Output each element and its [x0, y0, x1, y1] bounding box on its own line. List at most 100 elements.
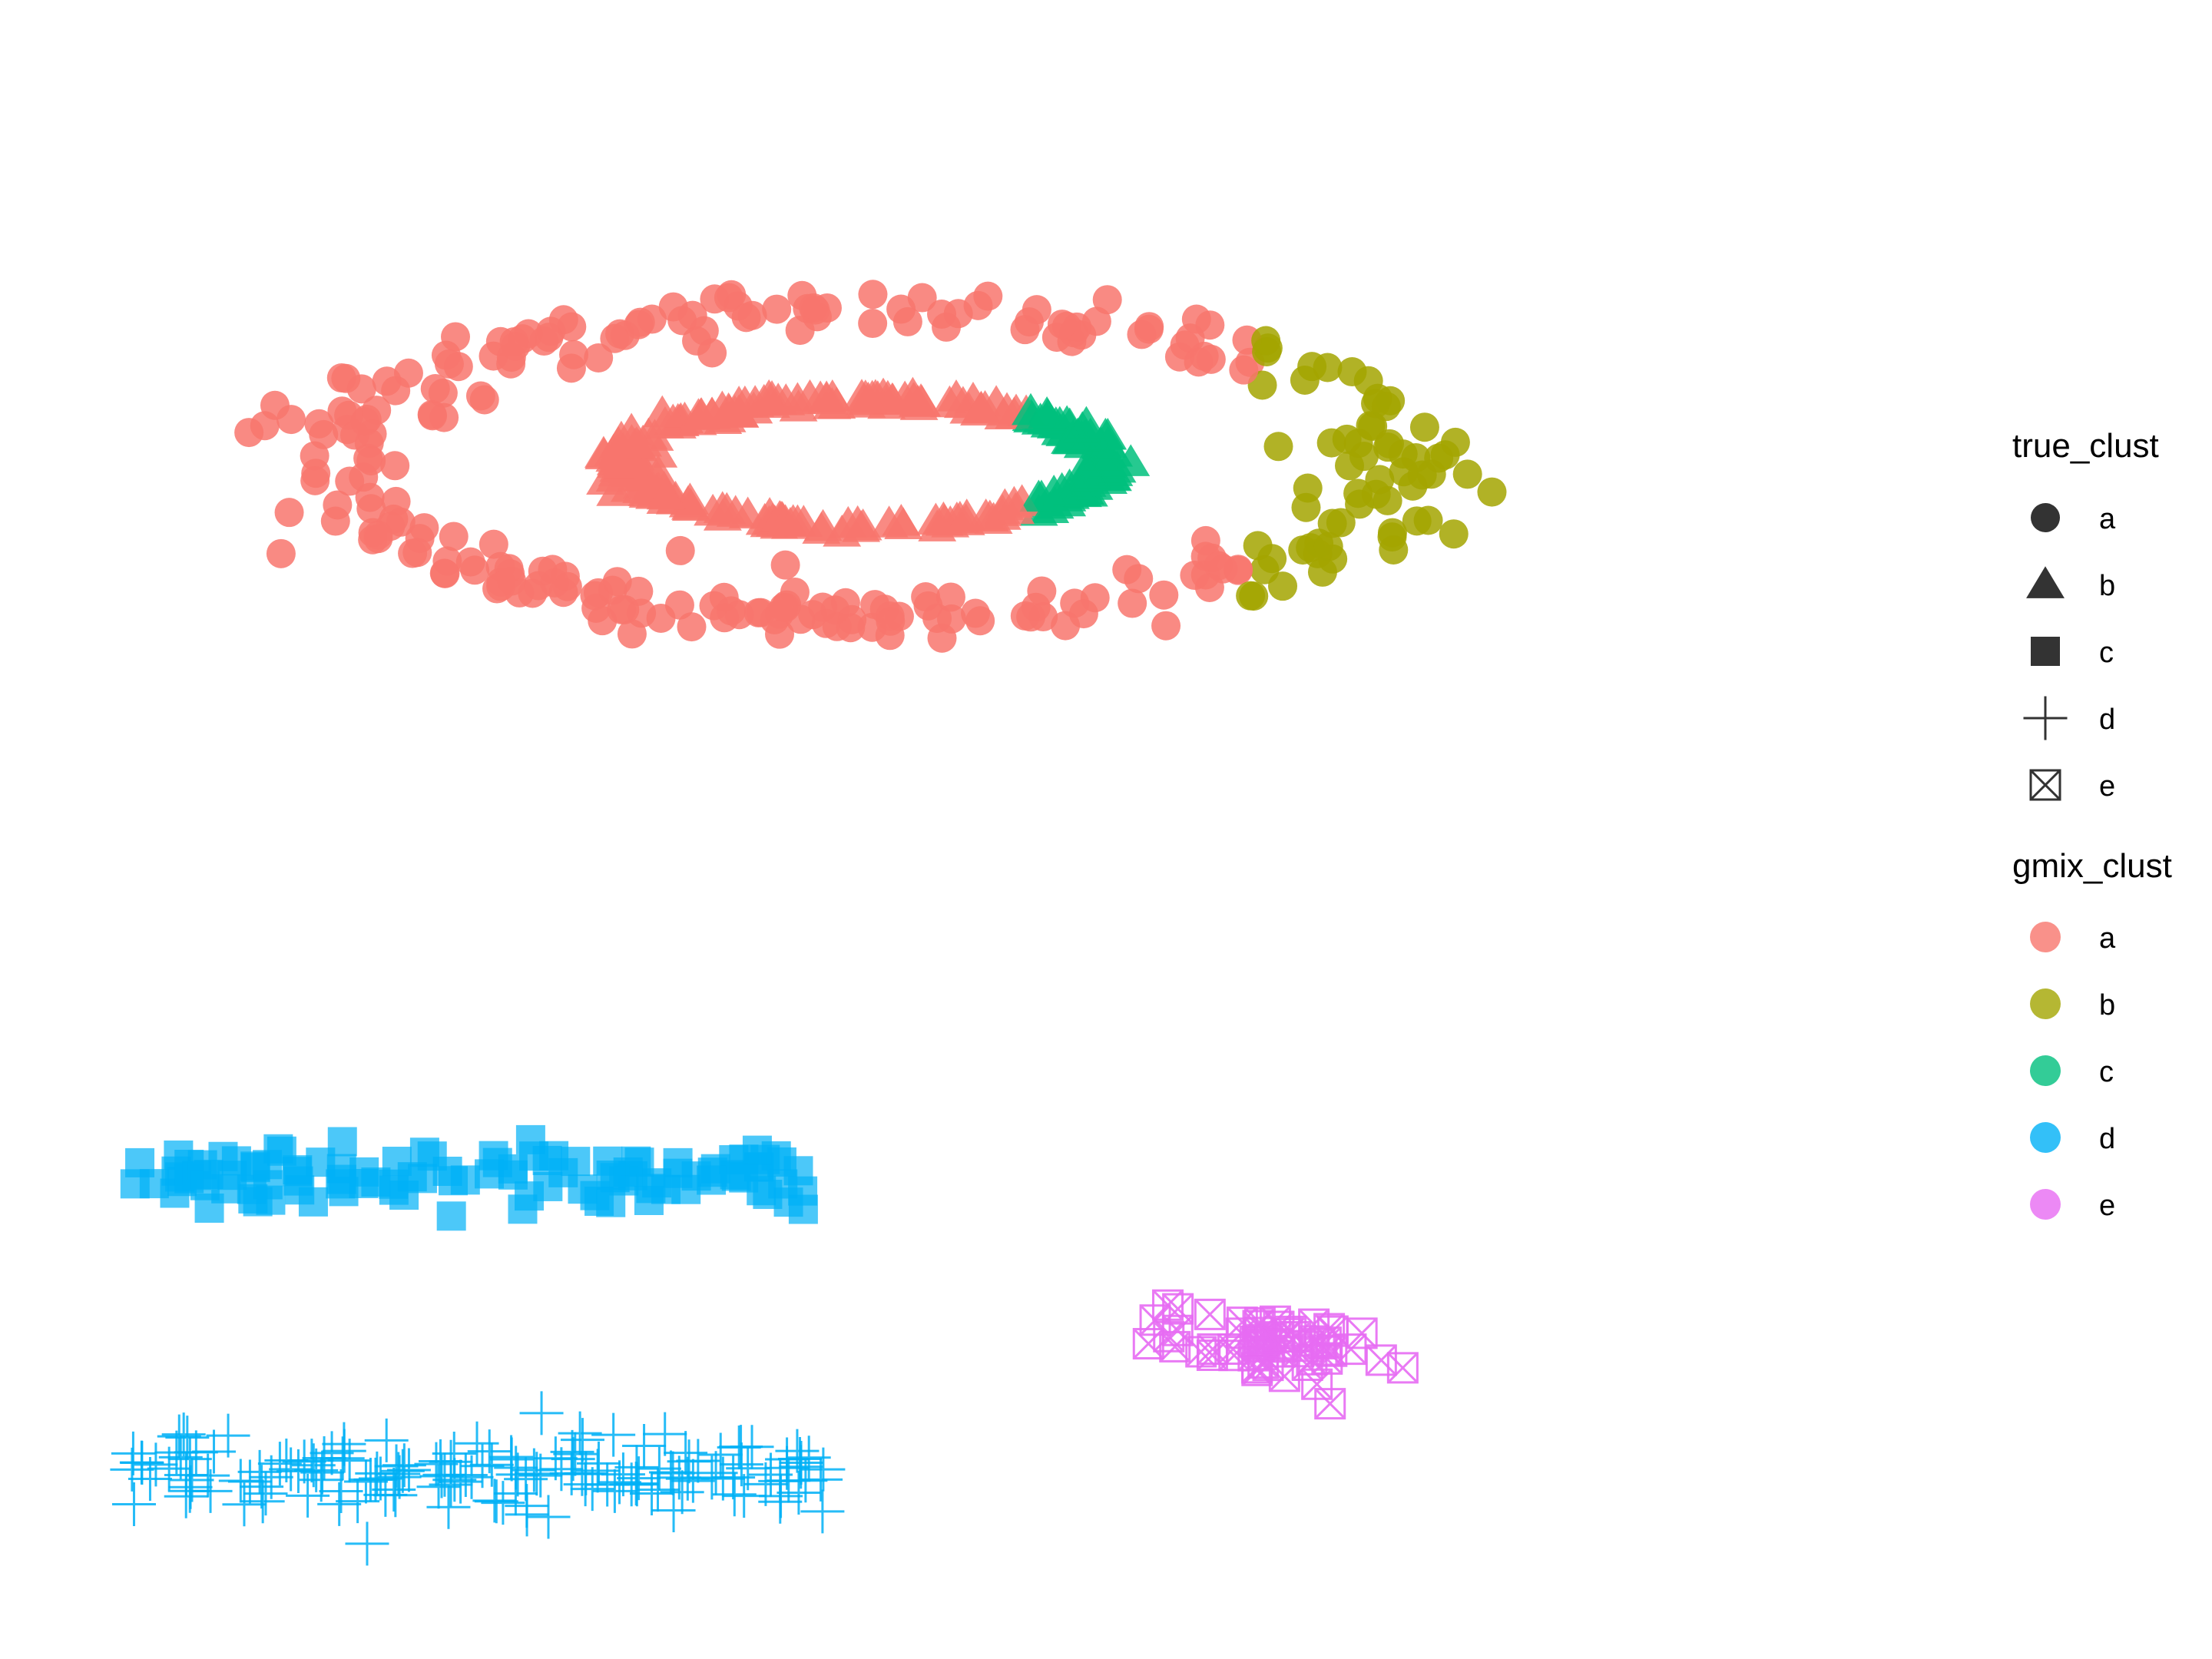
- point-true-d-gmix-d: [694, 1451, 738, 1495]
- point-true-a-gmix-b: [1407, 460, 1437, 490]
- point-true-a-gmix-a: [1190, 525, 1220, 555]
- point-true-a-gmix-a: [665, 535, 695, 565]
- point-true-a-gmix-a: [362, 396, 392, 426]
- point-true-d-gmix-d: [622, 1424, 667, 1469]
- point-true-d-gmix-d: [322, 1422, 366, 1466]
- point-true-d-gmix-d: [671, 1459, 715, 1503]
- point-true-b-gmix-a: [597, 445, 635, 478]
- point-true-b-gmix-c: [1052, 422, 1091, 455]
- legend-color-swatch-b: [2030, 988, 2061, 1019]
- point-true-a-gmix-a: [965, 606, 995, 636]
- point-true-a-gmix-b: [1263, 432, 1293, 462]
- legend-shape-square-icon: [2031, 637, 2060, 666]
- point-true-a-gmix-a: [320, 506, 350, 536]
- point-true-d-gmix-d: [168, 1465, 213, 1509]
- point-true-d-gmix-d: [157, 1414, 201, 1459]
- point-true-d-gmix-d: [601, 1452, 645, 1497]
- point-true-e-gmix-e: [1314, 1388, 1346, 1420]
- point-true-d-gmix-d: [222, 1482, 267, 1527]
- point-true-c-gmix-d: [298, 1187, 328, 1217]
- point-true-a-gmix-a: [1149, 580, 1179, 610]
- point-true-d-gmix-d: [576, 1441, 621, 1485]
- point-true-b-gmix-a: [882, 503, 921, 536]
- point-true-d-gmix-d: [519, 1391, 564, 1435]
- point-true-d-gmix-d: [460, 1444, 505, 1488]
- legend-color-label-a: a: [2099, 922, 2116, 955]
- point-true-d-gmix-d: [111, 1482, 156, 1526]
- point-true-d-gmix-d: [743, 1462, 788, 1506]
- point-true-b-gmix-c: [1019, 479, 1058, 512]
- point-true-a-gmix-a: [274, 498, 304, 528]
- legend-color-label-b: b: [2099, 989, 2115, 1022]
- point-true-a-gmix-a: [610, 320, 640, 350]
- point-true-a-gmix-a: [266, 538, 296, 568]
- point-true-e-gmix-e: [1346, 1317, 1378, 1349]
- point-true-a-gmix-a: [664, 590, 694, 620]
- point-true-d-gmix-d: [651, 1488, 696, 1532]
- point-true-c-gmix-d: [450, 1165, 480, 1195]
- point-true-d-gmix-d: [237, 1449, 282, 1494]
- point-true-a-gmix-a: [617, 619, 647, 649]
- point-true-a-gmix-b: [1349, 442, 1379, 472]
- point-true-d-gmix-d: [481, 1481, 525, 1525]
- point-true-a-gmix-a: [1112, 555, 1142, 584]
- legend-shape-label-d: d: [2099, 704, 2115, 736]
- point-true-d-gmix-d: [188, 1469, 233, 1513]
- point-true-d-gmix-d: [712, 1472, 757, 1517]
- point-true-a-gmix-b: [1297, 352, 1327, 382]
- point-true-b-gmix-a: [629, 417, 668, 450]
- point-true-b-gmix-a: [807, 380, 846, 412]
- point-true-d-gmix-d: [489, 1435, 534, 1479]
- point-true-d-gmix-d: [416, 1465, 461, 1509]
- legend-color-swatch-d: [2030, 1122, 2061, 1153]
- point-true-a-gmix-a: [714, 283, 743, 313]
- point-true-d-gmix-d: [550, 1429, 594, 1474]
- point-true-a-gmix-a: [588, 606, 618, 636]
- point-true-b-gmix-a: [966, 498, 1005, 531]
- point-true-a-gmix-a: [428, 378, 458, 408]
- legend-color-title: gmix_clust: [2012, 847, 2172, 885]
- point-true-a-gmix-a: [1180, 561, 1210, 591]
- point-true-d-gmix-d: [800, 1489, 845, 1534]
- point-true-c-gmix-d: [436, 1201, 466, 1231]
- point-true-d-gmix-d: [345, 1522, 389, 1566]
- legend-shape-label-c: c: [2099, 637, 2114, 669]
- point-true-d-gmix-d: [432, 1432, 476, 1476]
- point-true-c-gmix-d: [382, 1147, 412, 1177]
- point-true-d-gmix-d: [474, 1479, 518, 1524]
- point-true-d-gmix-d: [564, 1451, 608, 1495]
- point-true-d-gmix-d: [376, 1452, 421, 1496]
- legend-shape-title: true_clust: [2012, 427, 2159, 465]
- point-true-a-gmix-a: [1224, 555, 1253, 584]
- point-true-d-gmix-d: [749, 1452, 793, 1497]
- point-true-d-gmix-d: [493, 1471, 538, 1515]
- point-true-d-gmix-d: [164, 1474, 208, 1518]
- point-true-d-gmix-d: [505, 1492, 549, 1537]
- point-true-a-gmix-b: [1307, 557, 1337, 587]
- point-true-a-gmix-a: [911, 582, 941, 612]
- point-true-c-gmix-d: [498, 1154, 528, 1184]
- point-true-a-gmix-a: [534, 323, 564, 353]
- point-true-d-gmix-d: [336, 1479, 380, 1524]
- point-true-c-gmix-d: [663, 1147, 693, 1177]
- point-true-d-gmix-d: [700, 1456, 745, 1501]
- point-true-d-gmix-d: [227, 1459, 272, 1504]
- point-true-b-gmix-a: [916, 502, 955, 535]
- point-true-d-gmix-d: [319, 1469, 363, 1514]
- point-true-a-gmix-b: [1402, 506, 1432, 536]
- point-true-a-gmix-a: [580, 581, 610, 611]
- legend-shape-label-e: e: [2099, 770, 2115, 803]
- legend-color-swatch-c: [2030, 1055, 2061, 1086]
- point-true-b-gmix-a: [728, 496, 767, 529]
- point-true-d-gmix-d: [310, 1431, 354, 1475]
- point-true-e-gmix-e: [1194, 1298, 1226, 1330]
- point-true-b-gmix-a: [744, 383, 783, 416]
- point-true-a-gmix-a: [637, 304, 667, 334]
- point-true-d-gmix-d: [257, 1442, 302, 1486]
- point-true-a-gmix-a: [523, 571, 553, 601]
- point-true-a-gmix-a: [398, 538, 428, 568]
- point-true-a-gmix-a: [1134, 312, 1164, 342]
- point-true-a-gmix-a: [381, 376, 411, 406]
- point-true-a-gmix-a: [376, 512, 406, 541]
- point-true-a-gmix-a: [963, 290, 993, 320]
